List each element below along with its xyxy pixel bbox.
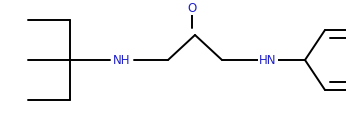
Text: O: O [188, 2, 197, 15]
Text: HN: HN [259, 54, 277, 66]
Text: NH: NH [113, 54, 131, 66]
